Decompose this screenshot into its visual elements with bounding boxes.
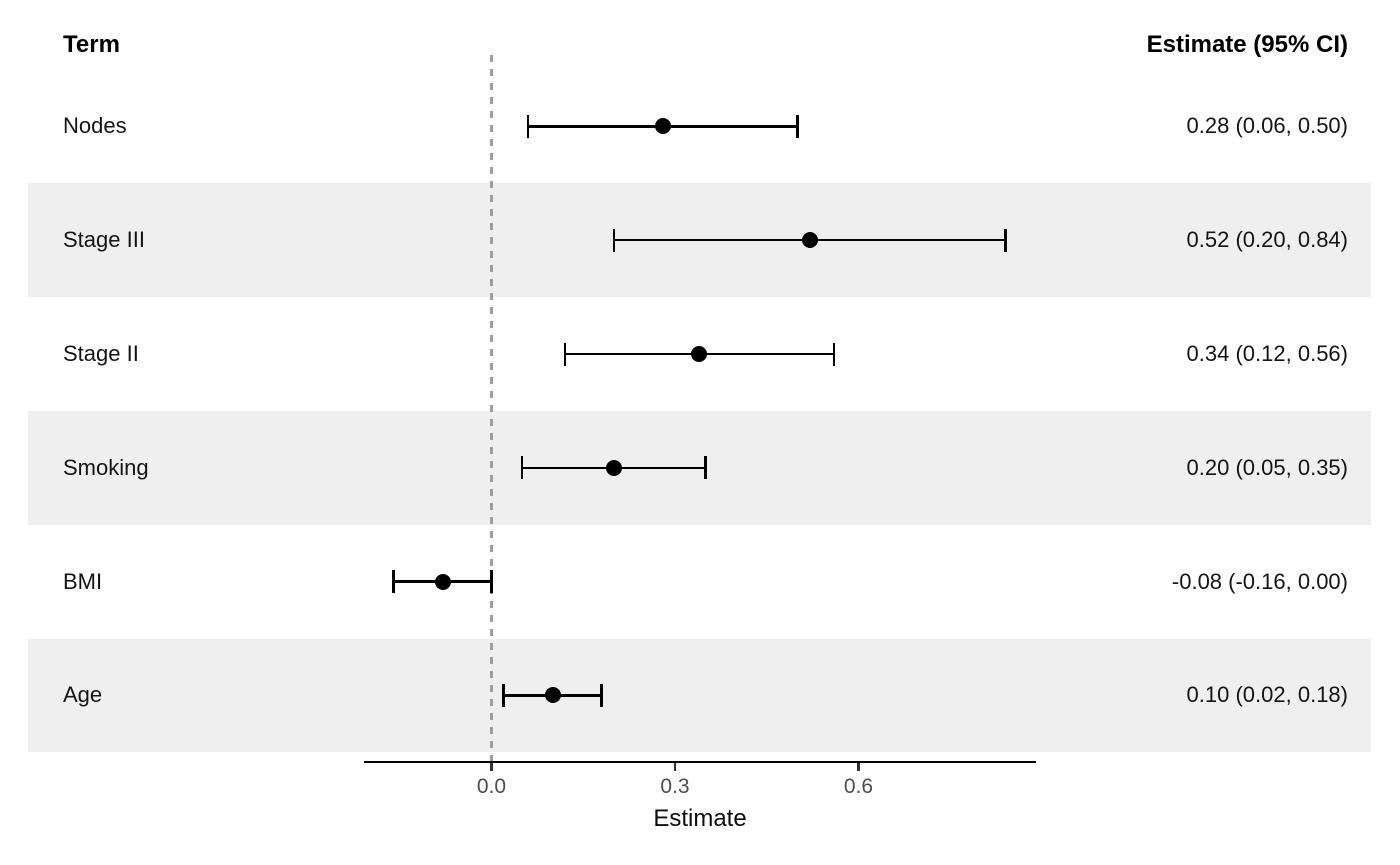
estimate-value: 0.34 (0.12, 0.56): [1186, 340, 1348, 366]
x-axis-tick: [673, 763, 677, 771]
ci-cap-right: [1004, 228, 1007, 252]
term-label: Stage III: [63, 227, 145, 253]
ci-cap-right: [600, 683, 603, 707]
x-axis-tick-label: 0.3: [660, 775, 690, 798]
point-estimate-marker: [691, 346, 708, 362]
ci-cap-left: [392, 570, 395, 594]
term-label: Nodes: [63, 113, 127, 139]
row-band-shaded: [28, 638, 1371, 753]
term-label: Stage II: [63, 340, 139, 366]
x-axis-tick: [490, 763, 493, 771]
point-estimate-marker: [434, 573, 451, 590]
ci-cap-left: [563, 342, 567, 366]
ci-cap-right: [832, 342, 836, 366]
ci-cap-right: [490, 570, 493, 594]
x-axis-title: Estimate: [653, 805, 747, 832]
ci-cap-left: [502, 683, 505, 707]
zero-reference-line: [490, 55, 493, 762]
ci-cap-left: [520, 456, 524, 480]
point-estimate-marker: [801, 232, 818, 249]
term-label: Smoking: [63, 454, 149, 480]
ci-cap-right: [796, 114, 799, 138]
estimate-value: 0.52 (0.20, 0.84): [1186, 227, 1348, 253]
term-label: Age: [63, 682, 103, 708]
estimate-value: 0.20 (0.05, 0.35): [1186, 454, 1348, 480]
ci-cap-right: [704, 456, 707, 480]
x-axis-tick-label: 0.0: [476, 775, 507, 798]
x-axis-tick-label: 0.6: [843, 775, 874, 798]
column-header-term: Term: [63, 31, 120, 58]
estimate-value: 0.10 (0.02, 0.18): [1186, 682, 1348, 708]
ci-cap-left: [526, 114, 530, 138]
point-estimate-marker: [654, 118, 671, 135]
point-estimate-marker: [605, 459, 622, 476]
term-label: BMI: [63, 568, 103, 594]
estimate-value: 0.28 (0.06, 0.50): [1186, 113, 1348, 139]
ci-cap-left: [612, 228, 616, 252]
row-band-plain: [28, 524, 1371, 639]
column-header-estimate: Estimate (95% CI): [1146, 31, 1348, 58]
point-estimate-marker: [544, 687, 561, 704]
estimate-value: -0.08 (-0.16, 0.00): [1171, 568, 1348, 594]
x-axis-tick: [857, 763, 860, 771]
x-axis-line: [363, 760, 1036, 763]
